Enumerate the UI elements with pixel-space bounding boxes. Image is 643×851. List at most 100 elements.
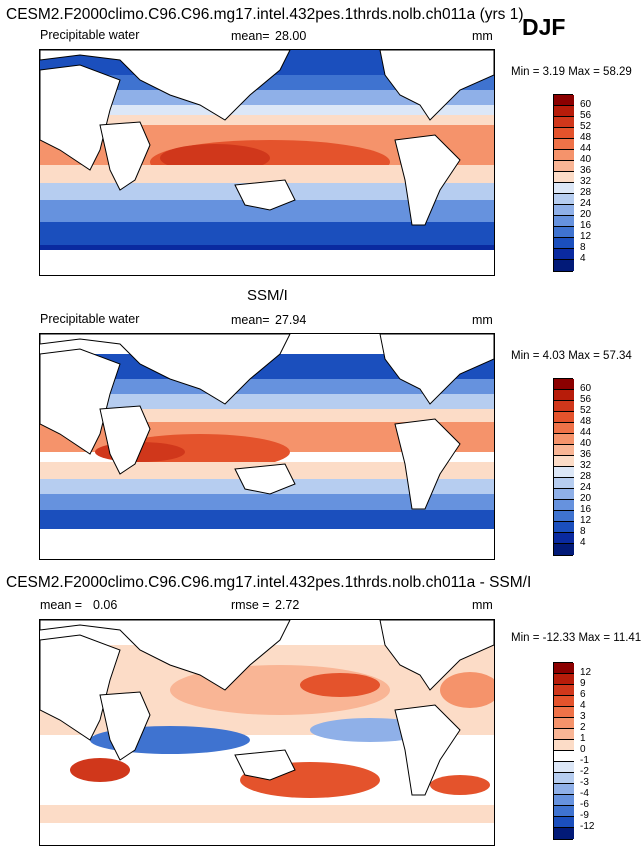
colorbar-label: -9 bbox=[580, 810, 589, 821]
colorbar-swatch bbox=[554, 467, 574, 478]
panel2-variable: Precipitable water bbox=[40, 312, 140, 326]
colorbar-label: 12 bbox=[580, 515, 592, 526]
colorbar-label: 8 bbox=[580, 526, 586, 537]
colorbar-swatch bbox=[554, 707, 574, 718]
colorbar-swatch bbox=[554, 773, 574, 784]
panel2-mean-label: mean= bbox=[231, 313, 270, 327]
panel1-mean-value: 28.00 bbox=[275, 29, 307, 43]
colorbar-label: 28 bbox=[580, 471, 592, 482]
colorbar-swatch bbox=[554, 117, 574, 128]
panel3-rmse-label: rmse = bbox=[231, 598, 270, 612]
colorbar-label: 52 bbox=[580, 121, 592, 132]
panel2-units: mm bbox=[472, 313, 493, 327]
colorbar-label: 32 bbox=[580, 460, 592, 471]
colorbar-label: 4 bbox=[580, 253, 586, 264]
panel1-mean-label: mean= bbox=[231, 29, 270, 43]
colorbar-swatch bbox=[554, 412, 574, 423]
colorbar-swatch bbox=[554, 696, 574, 707]
colorbar-swatch bbox=[554, 729, 574, 740]
panel1-minmax: Min = 3.19 Max = 58.29 bbox=[511, 66, 632, 78]
colorbar-swatch bbox=[554, 511, 574, 522]
colorbar-swatch bbox=[554, 544, 574, 555]
panel3-mean-label: mean = bbox=[40, 598, 83, 612]
colorbar-label: -3 bbox=[580, 777, 589, 788]
colorbar-swatch bbox=[554, 95, 574, 106]
colorbar-label: 2 bbox=[580, 722, 586, 733]
panel3-units: mm bbox=[472, 598, 493, 612]
colorbar-swatch bbox=[554, 194, 574, 205]
colorbar-label: 24 bbox=[580, 198, 592, 209]
colorbar-swatch bbox=[554, 718, 574, 729]
colorbar-swatch bbox=[554, 216, 574, 227]
colorbar-swatch bbox=[554, 817, 574, 828]
colorbar-swatch bbox=[554, 401, 574, 412]
colorbar-swatch bbox=[554, 260, 574, 271]
colorbar-swatch bbox=[554, 390, 574, 401]
figure-title: CESM2.F2000climo.C96.C96.mg17.intel.432p… bbox=[6, 6, 524, 23]
colorbar-swatch bbox=[554, 434, 574, 445]
panel2-map-field bbox=[40, 334, 494, 559]
colorbar-swatch bbox=[554, 205, 574, 216]
colorbar-label: 28 bbox=[580, 187, 592, 198]
colorbar-swatch bbox=[554, 445, 574, 456]
colorbar-swatch bbox=[554, 806, 574, 817]
colorbar-swatch bbox=[554, 238, 574, 249]
panel3-rmse-value: 2.72 bbox=[275, 598, 300, 612]
panel3-mean-value: 0.06 bbox=[93, 598, 118, 612]
colorbar-swatch bbox=[554, 795, 574, 806]
colorbar-label: 0 bbox=[580, 744, 586, 755]
colorbar-swatch bbox=[554, 249, 574, 260]
panel2-title: SSM/I bbox=[247, 287, 288, 304]
panel1-units: mm bbox=[472, 29, 493, 43]
panel3-minmax: Min = -12.33 Max = 11.41 bbox=[511, 632, 642, 644]
colorbar-swatch bbox=[554, 379, 574, 390]
season-label: DJF bbox=[522, 14, 566, 40]
colorbar-label: 52 bbox=[580, 405, 592, 416]
colorbar-swatch bbox=[554, 227, 574, 238]
colorbar-label: 40 bbox=[580, 438, 592, 449]
colorbar-label: -6 bbox=[580, 799, 589, 810]
panel2-colorbar bbox=[553, 378, 574, 556]
colorbar-label: 60 bbox=[580, 383, 592, 394]
colorbar-swatch bbox=[554, 751, 574, 762]
colorbar-swatch bbox=[554, 740, 574, 751]
colorbar-swatch bbox=[554, 456, 574, 467]
colorbar-swatch bbox=[554, 423, 574, 434]
colorbar-swatch bbox=[554, 489, 574, 500]
colorbar-label: 48 bbox=[580, 132, 592, 143]
colorbar-swatch bbox=[554, 663, 574, 674]
colorbar-label: 20 bbox=[580, 493, 592, 504]
colorbar-label: 3 bbox=[580, 711, 586, 722]
colorbar-label: 36 bbox=[580, 165, 592, 176]
colorbar-swatch bbox=[554, 500, 574, 511]
colorbar-swatch bbox=[554, 139, 574, 150]
colorbar-swatch bbox=[554, 161, 574, 172]
panel1-colorbar bbox=[553, 94, 574, 272]
colorbar-swatch bbox=[554, 172, 574, 183]
colorbar-swatch bbox=[554, 106, 574, 117]
colorbar-label: 60 bbox=[580, 99, 592, 110]
panel3-title: CESM2.F2000climo.C96.C96.mg17.intel.432p… bbox=[6, 574, 532, 591]
colorbar-label: 1 bbox=[580, 733, 586, 744]
colorbar-label: 20 bbox=[580, 209, 592, 220]
colorbar-swatch bbox=[554, 522, 574, 533]
colorbar-swatch bbox=[554, 685, 574, 696]
colorbar-label: 16 bbox=[580, 220, 592, 231]
colorbar-swatch bbox=[554, 762, 574, 773]
colorbar-swatch bbox=[554, 150, 574, 161]
colorbar-swatch bbox=[554, 533, 574, 544]
colorbar-swatch bbox=[554, 478, 574, 489]
panel2-mean-value: 27.94 bbox=[275, 313, 307, 327]
colorbar-label: 12 bbox=[580, 667, 592, 678]
colorbar-label: 48 bbox=[580, 416, 592, 427]
colorbar-label: 24 bbox=[580, 482, 592, 493]
colorbar-label: 44 bbox=[580, 143, 592, 154]
panel1-variable: Precipitable water bbox=[40, 28, 140, 42]
colorbar-label: -12 bbox=[580, 821, 595, 832]
colorbar-label: 8 bbox=[580, 242, 586, 253]
panel2-map bbox=[39, 333, 495, 560]
colorbar-swatch bbox=[554, 784, 574, 795]
colorbar-swatch bbox=[554, 828, 574, 839]
colorbar-swatch bbox=[554, 183, 574, 194]
colorbar-label: 44 bbox=[580, 427, 592, 438]
